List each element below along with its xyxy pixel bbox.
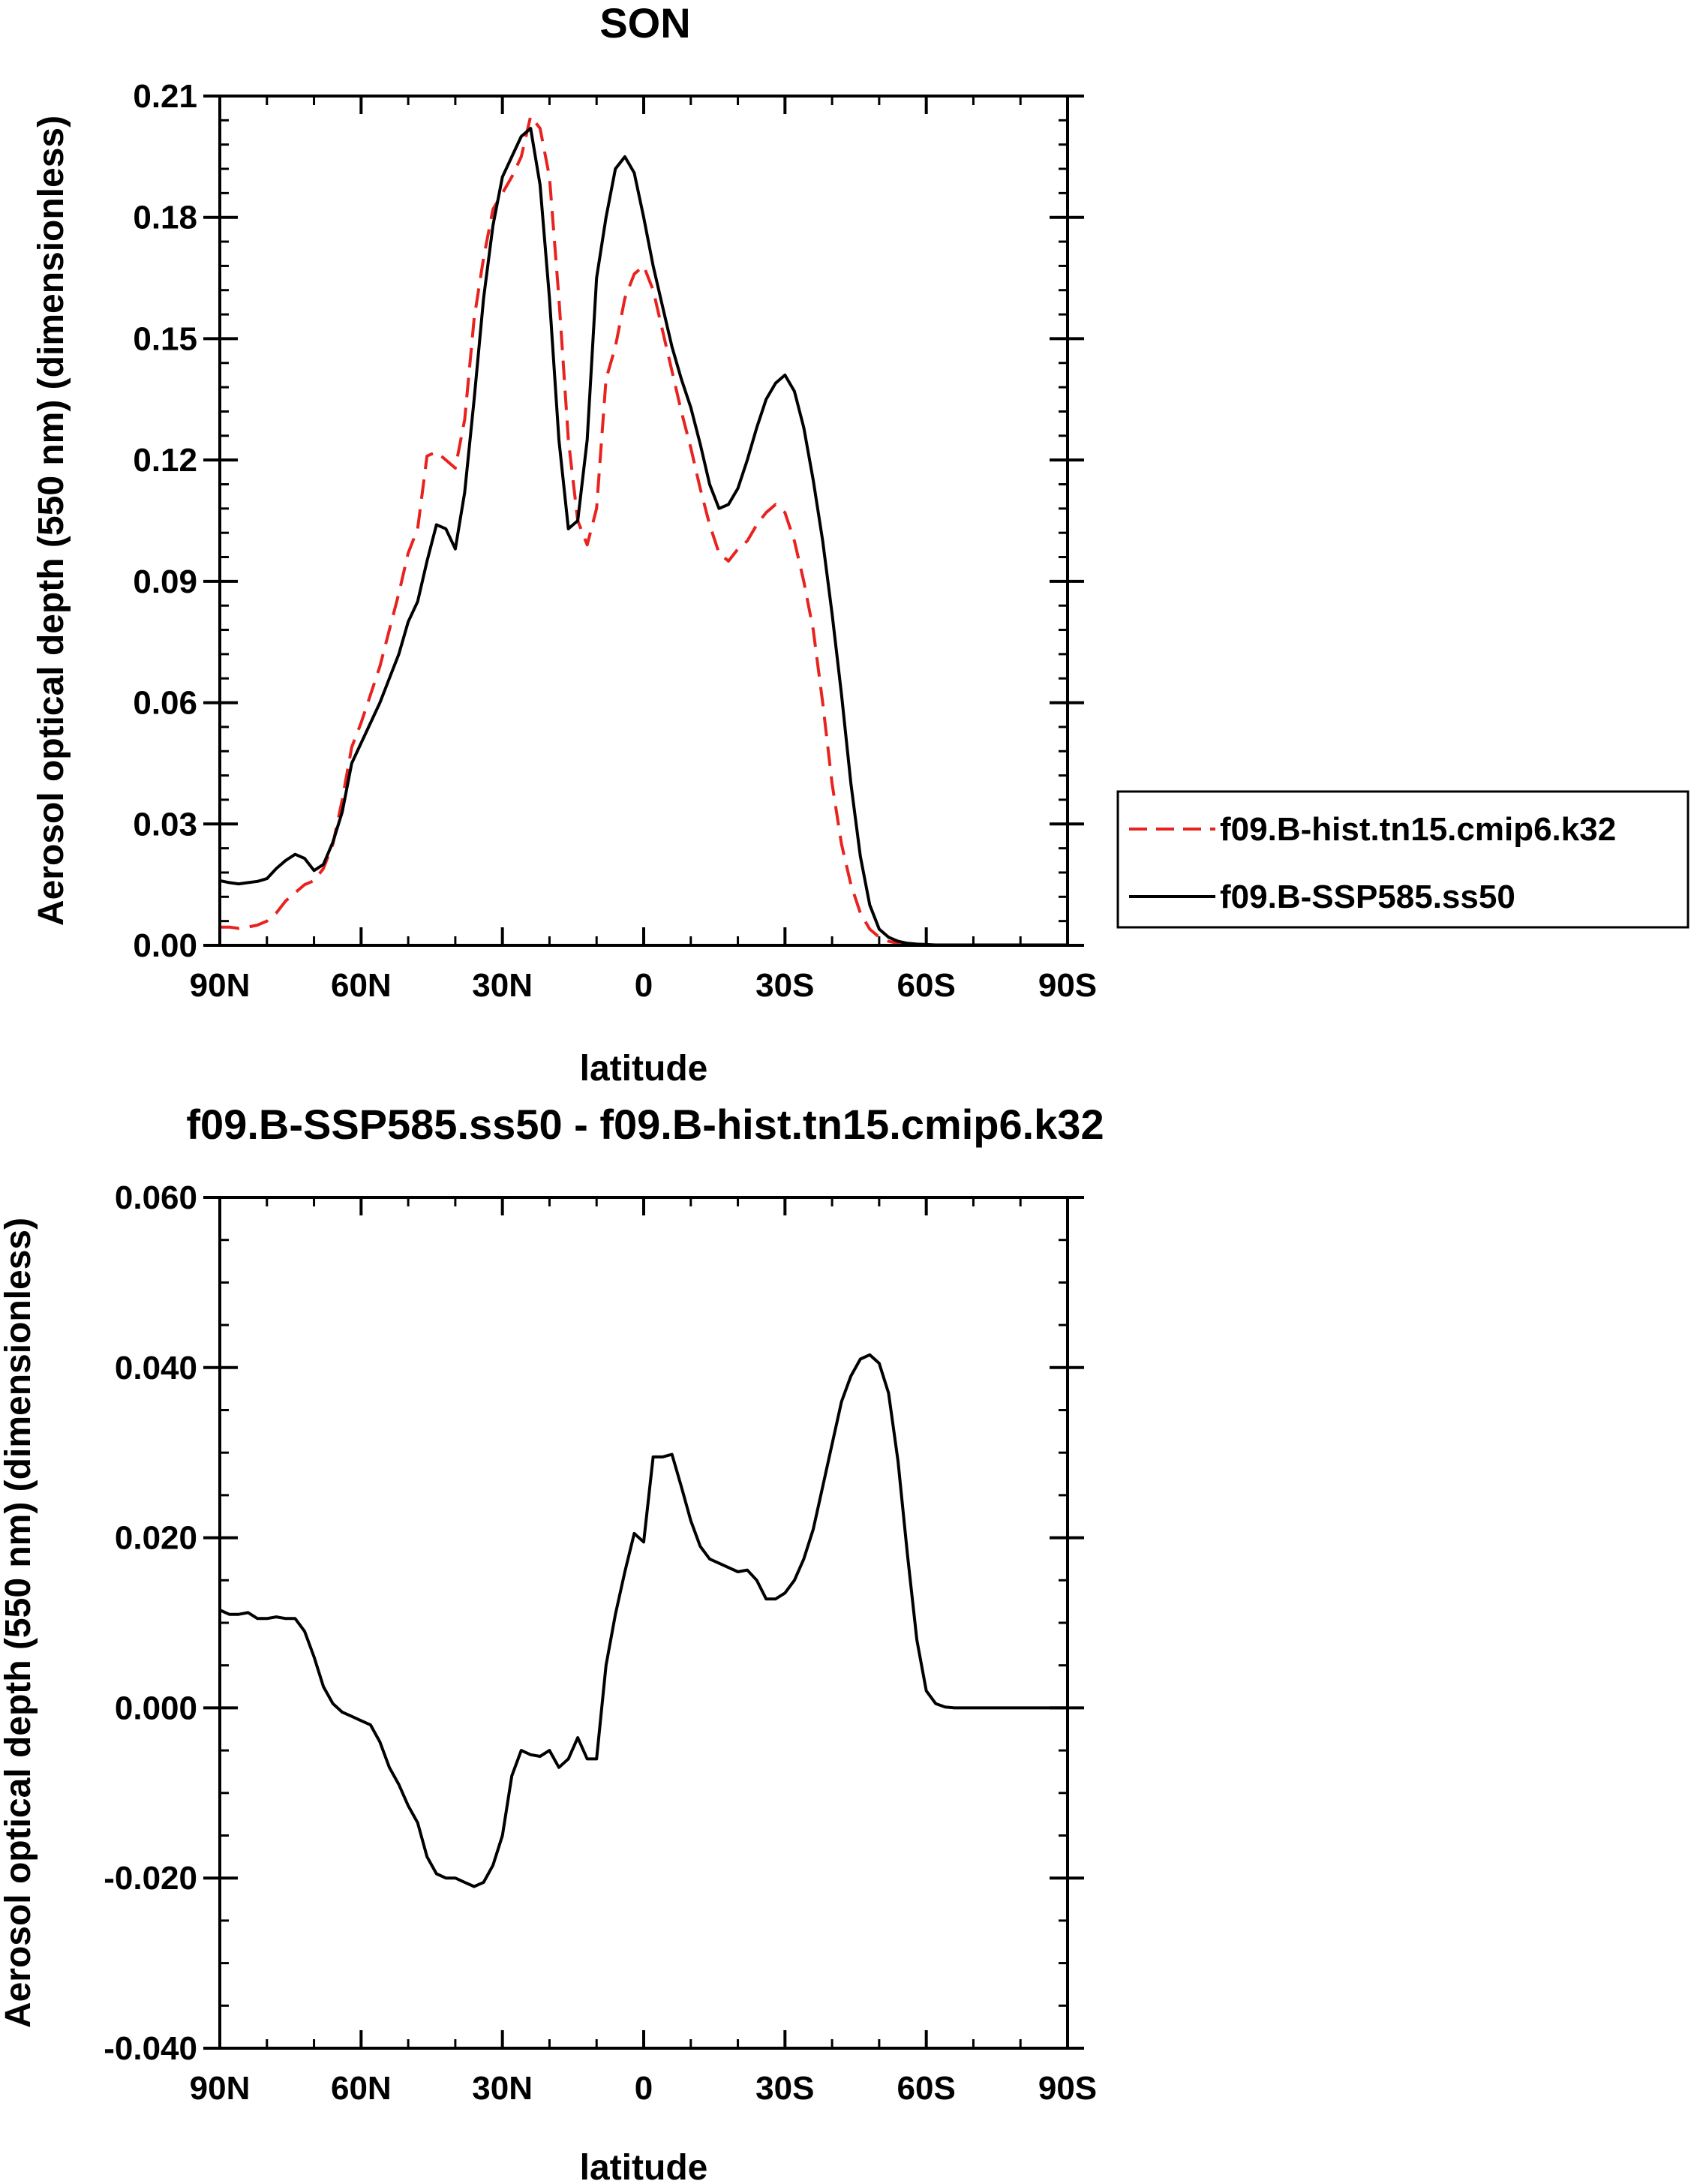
y-tick-label: 0.15 xyxy=(133,320,197,357)
series-lines xyxy=(219,115,1068,947)
y-tick-label: 0.03 xyxy=(133,806,197,843)
y-tick-label: 0.09 xyxy=(133,563,197,600)
y-tick-label: 0.21 xyxy=(133,78,197,115)
tick-marks xyxy=(203,1196,1084,2050)
y-tick-label: 0.060 xyxy=(115,1179,197,1216)
y-tick-label: 0.18 xyxy=(133,200,197,236)
x-tick-label: 60N xyxy=(331,2070,392,2107)
y-axis-label: Aerosol optical depth (550 nm) (dimensio… xyxy=(32,116,71,926)
x-tick-label: 30N xyxy=(472,967,533,1004)
legend-box xyxy=(1116,790,1689,929)
y-tick-label: 0.020 xyxy=(115,1520,197,1557)
y-axis-label: Aerosol optical depth (550 nm) (dimensio… xyxy=(0,1218,38,2028)
x-tick-label: 60S xyxy=(897,2070,956,2107)
chart-title: SON xyxy=(599,0,690,47)
x-tick-label: 90S xyxy=(1038,2070,1097,2107)
y-tick-label: 0.06 xyxy=(133,685,197,722)
chart-title: f09.B-SSP585.ss50 - f09.B-hist.tn15.cmip… xyxy=(186,1101,1104,1148)
y-tick-labels: 0.00 0.03 0.06 0.09 0.12 0.15 0.18 0.21 xyxy=(133,78,197,964)
x-tick-label: 30S xyxy=(755,967,814,1004)
bottom-panel: f09.B-SSP585.ss50 - f09.B-hist.tn15.cmip… xyxy=(0,1101,1104,2184)
top-panel: SON 0.00 0.03 0.06 0.09 0.12 0.15 0.18 0.21 90N… xyxy=(32,0,1689,1089)
x-tick-labels: 90N 60N 30N 0 30S 60S 90S xyxy=(190,2070,1098,2107)
series-line-1 xyxy=(219,127,1068,947)
series-line-0 xyxy=(219,1353,1068,1888)
x-tick-label: 60N xyxy=(331,967,392,1004)
x-tick-label: 90S xyxy=(1038,967,1097,1004)
x-tick-label: 90N xyxy=(190,2070,251,2107)
y-tick-label: 0.12 xyxy=(133,442,197,479)
y-tick-label: -0.020 xyxy=(104,1860,197,1897)
y-tick-label: -0.040 xyxy=(104,2030,197,2067)
plot-frame xyxy=(218,95,1069,947)
y-tick-label: 0.040 xyxy=(115,1350,197,1386)
series-line-0 xyxy=(220,115,1068,947)
legend-label-ssp585: f09.B-SSP585.ss50 xyxy=(1220,879,1515,915)
x-tick-label: 30S xyxy=(755,2070,814,2107)
y-tick-label: 0.00 xyxy=(133,927,197,964)
x-axis-label: latitude xyxy=(580,1049,708,1089)
y-tick-label: 0.000 xyxy=(115,1690,197,1726)
x-tick-label: 0 xyxy=(635,2070,653,2107)
x-axis-label: latitude xyxy=(580,2148,708,2184)
x-tick-label: 60S xyxy=(897,967,956,1004)
x-tick-labels: 90N 60N 30N 0 30S 60S 90S xyxy=(190,967,1098,1004)
x-tick-label: 0 xyxy=(635,967,653,1004)
series-lines xyxy=(219,1353,1068,1888)
x-tick-label: 90N xyxy=(190,967,251,1004)
legend: f09.B-hist.tn15.cmip6.k32 f09.B-SSP585.s… xyxy=(1116,790,1689,929)
x-tick-label: 30N xyxy=(472,2070,533,2107)
y-tick-labels: -0.040 -0.020 0.000 0.020 0.040 0.060 xyxy=(104,1179,197,2067)
plot-frame xyxy=(218,1196,1069,2050)
legend-label-hist: f09.B-hist.tn15.cmip6.k32 xyxy=(1220,811,1616,848)
